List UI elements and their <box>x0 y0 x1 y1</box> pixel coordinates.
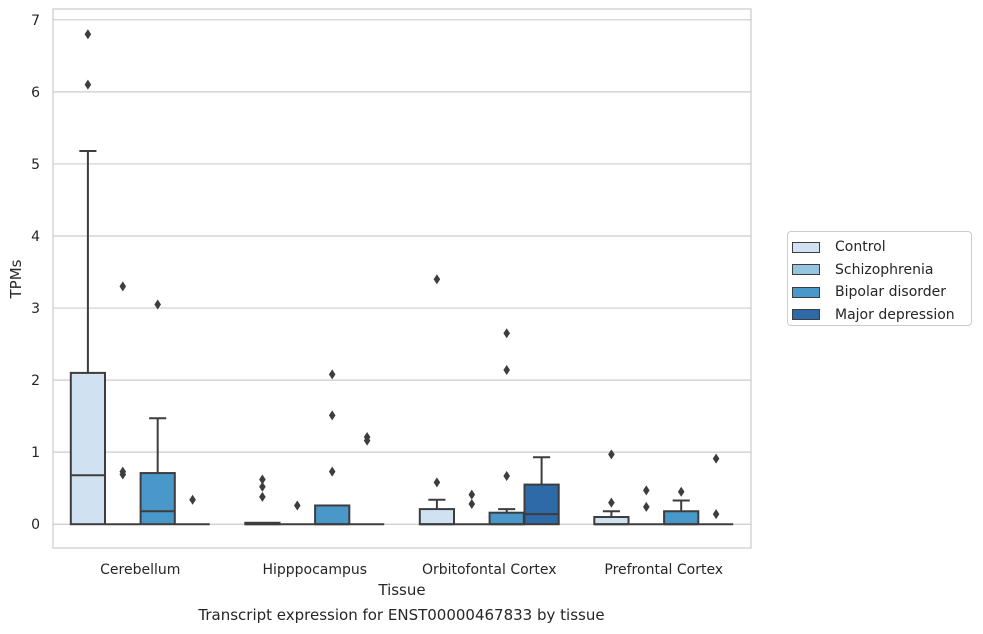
box <box>139 472 176 526</box>
legend-item-major-depression: Major depression <box>792 304 971 327</box>
x-tick-label: Orbitofontal Cortex <box>422 562 557 578</box>
outlier-point <box>643 501 650 512</box>
outlier-point <box>259 481 266 492</box>
legend-label: Schizophrenia <box>835 261 934 278</box>
outlier-point <box>503 365 510 376</box>
box-2-2 <box>488 328 525 526</box>
outlier-point <box>154 299 161 310</box>
x-tick-label: Hipppocampus <box>262 562 367 578</box>
legend-label: Major depression <box>835 306 955 323</box>
box-0-3 <box>175 494 210 526</box>
outlier-point <box>677 486 685 497</box>
outlier-point <box>259 474 266 485</box>
box-1-1 <box>280 500 315 526</box>
outlier-point <box>119 466 127 477</box>
box-1-2 <box>314 369 351 526</box>
x-tick-label: Cerebellum <box>100 562 180 578</box>
outlier-point <box>712 453 720 464</box>
outlier-point <box>328 369 336 380</box>
outlier-point <box>328 466 336 477</box>
legend: Control Schizophrenia Bipolar disorder M… <box>787 231 972 326</box>
outlier-point <box>468 489 476 500</box>
x-axis-title: Tissue <box>377 581 425 599</box>
box-0-0 <box>69 29 107 526</box>
box-3-0 <box>593 449 630 526</box>
y-axis-ticks: 0 1 2 3 4 5 6 7 <box>31 13 40 533</box>
chart-caption: Transcript expression for ENST0000046783… <box>198 606 605 624</box>
outlier-point <box>328 410 336 421</box>
outlier-point <box>119 281 127 292</box>
box-2-1 <box>454 489 489 526</box>
legend-swatch <box>792 286 820 298</box>
outlier-point <box>608 497 615 508</box>
outlier-point <box>259 491 266 502</box>
box <box>488 511 525 526</box>
outlier-point <box>503 328 510 339</box>
box-2-0 <box>418 274 456 526</box>
legend-swatch <box>792 309 820 321</box>
outlier-point <box>468 499 476 510</box>
box <box>523 483 560 526</box>
box-0-2 <box>139 299 176 526</box>
box <box>663 510 700 526</box>
box-1-0 <box>244 474 281 526</box>
outlier-point <box>608 449 615 460</box>
outlier-point <box>84 79 92 90</box>
box <box>418 508 456 526</box>
x-axis-ticks: Cerebellum Hipppocampus Orbitofontal Corte… <box>100 562 723 578</box>
y-tick-label: 2 <box>31 373 40 389</box>
box-3-2 <box>663 486 700 526</box>
outlier-point <box>363 432 371 443</box>
box-3-1 <box>629 485 664 526</box>
legend-item-bipolar-disorder: Bipolar disorder <box>792 281 971 304</box>
outlier-point <box>503 470 510 481</box>
y-tick-label: 3 <box>31 301 40 317</box>
outlier-point <box>84 29 92 40</box>
y-tick-label: 0 <box>31 517 40 533</box>
y-axis-title: TPMs <box>7 259 25 299</box>
box-0-1 <box>105 281 140 526</box>
legend-item-schizophrenia: Schizophrenia <box>792 259 971 282</box>
box <box>314 504 351 526</box>
outlier-point <box>294 500 301 511</box>
outlier-point <box>712 509 720 520</box>
box <box>69 371 107 526</box>
box <box>593 516 630 526</box>
outlier-point <box>643 485 650 496</box>
box-2-3 <box>523 456 560 526</box>
y-tick-label: 5 <box>31 157 40 173</box>
y-tick-label: 4 <box>31 229 40 245</box>
legend-swatch <box>792 264 820 276</box>
legend-item-control: Control <box>792 236 971 259</box>
legend-label: Bipolar disorder <box>835 284 947 301</box>
plot-frame <box>52 8 752 549</box>
box-3-3 <box>698 453 734 526</box>
outlier-point <box>433 477 441 488</box>
legend-swatch <box>792 241 820 253</box>
legend-label: Control <box>835 239 886 256</box>
box-1-3 <box>349 432 385 526</box>
y-tick-label: 6 <box>31 85 40 101</box>
outlier-point <box>189 494 196 505</box>
boxplots <box>69 29 734 526</box>
y-tick-label: 7 <box>31 13 40 29</box>
x-tick-label: Prefrontal Cortex <box>604 562 723 578</box>
y-tick-label: 1 <box>31 445 40 461</box>
outlier-point <box>433 274 441 285</box>
